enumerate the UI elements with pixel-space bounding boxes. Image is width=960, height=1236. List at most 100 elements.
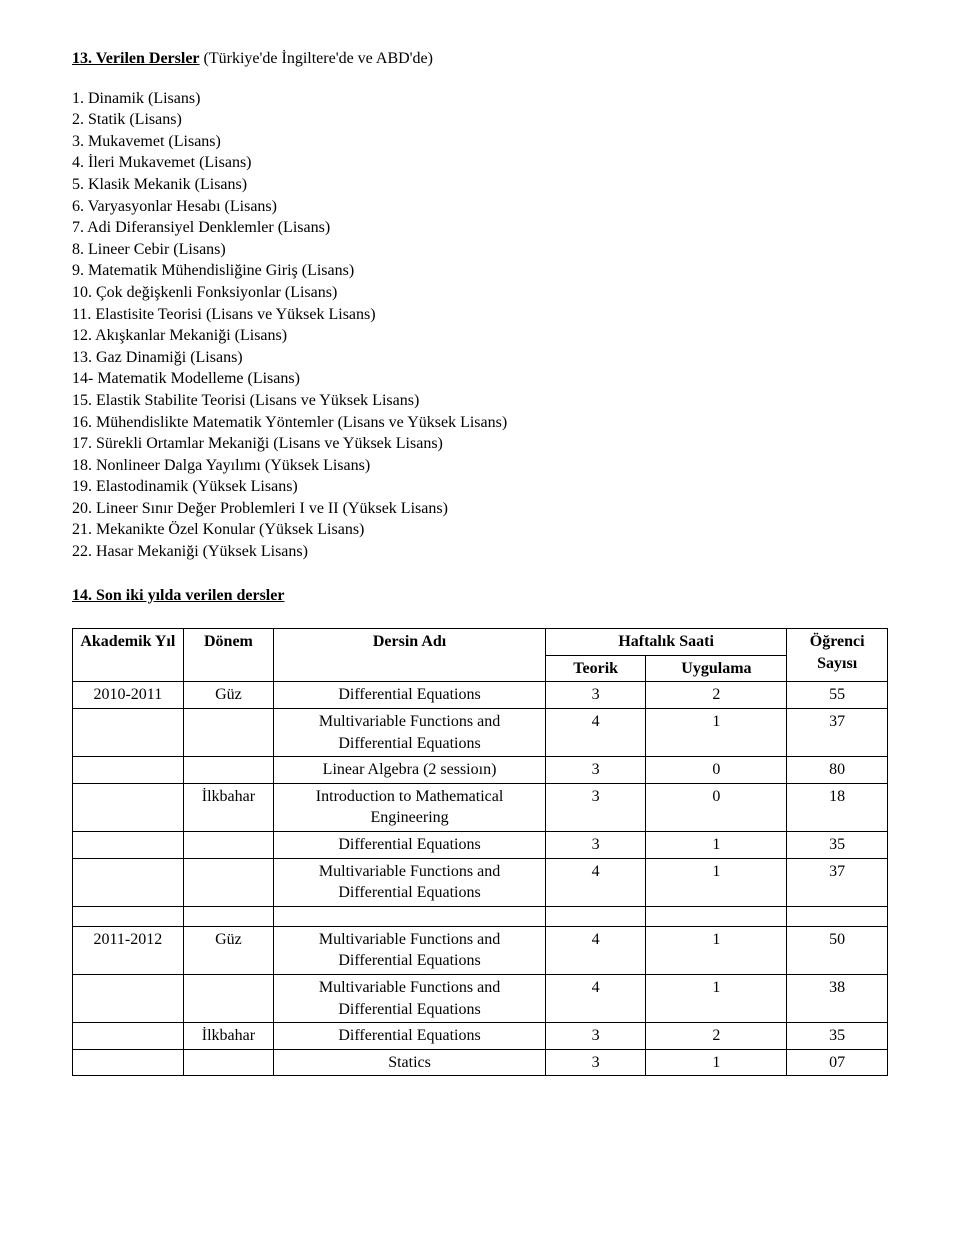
cell-yil: [73, 832, 184, 859]
cell-ders: Multivariable Functions and Differential…: [274, 709, 546, 757]
cell-ders: Multivariable Functions and Differential…: [274, 858, 546, 906]
cell-yil: [73, 709, 184, 757]
cell-teorik: 3: [545, 1023, 646, 1050]
list-item: 9. Matematik Mühendisliğine Giriş (Lisan…: [72, 260, 888, 282]
list-item: 16. Mühendislikte Matematik Yöntemler (L…: [72, 412, 888, 434]
list-item: 5. Klasik Mekanik (Lisans): [72, 174, 888, 196]
cell-uyg: 1: [646, 926, 787, 974]
cell-ogr: 07: [787, 1049, 888, 1076]
cell-yil: [73, 1049, 184, 1076]
table-row: Linear Algebra (2 sessioın) 3 0 80: [73, 757, 888, 784]
cell-donem: [183, 858, 274, 906]
cell-teorik: 3: [545, 783, 646, 831]
table-row: Multivariable Functions and Differential…: [73, 974, 888, 1022]
list-item: 11. Elastisite Teorisi (Lisans ve Yüksek…: [72, 304, 888, 326]
section-13-suffix: (Türkiye'de İngiltere'de ve ABD'de): [200, 50, 433, 67]
header-yil: Akademik Yıl: [73, 629, 184, 682]
cell-teorik: 4: [545, 858, 646, 906]
list-item: 4. İleri Mukavemet (Lisans): [72, 152, 888, 174]
cell-uyg: 1: [646, 858, 787, 906]
cell-yil: 2011-2012: [73, 926, 184, 974]
cell-yil: [73, 858, 184, 906]
cell-yil: [73, 783, 184, 831]
cell-ders: Differential Equations: [274, 682, 546, 709]
cell-ders: Statics: [274, 1049, 546, 1076]
list-item: 17. Sürekli Ortamlar Mekaniği (Lisans ve…: [72, 433, 888, 455]
cell-donem: Güz: [183, 926, 274, 974]
list-item: 10. Çok değişkenli Fonksiyonlar (Lisans): [72, 282, 888, 304]
cell-donem: Güz: [183, 682, 274, 709]
table-spacer-row: [73, 906, 888, 926]
cell-ogr: 37: [787, 858, 888, 906]
cell-ders: Introduction to Mathematical Engineering: [274, 783, 546, 831]
list-item: 6. Varyasyonlar Hesabı (Lisans): [72, 196, 888, 218]
cell-uyg: 1: [646, 1049, 787, 1076]
cell-ders: Differential Equations: [274, 832, 546, 859]
cell-teorik: 4: [545, 926, 646, 974]
table-row: İlkbahar Differential Equations 3 2 35: [73, 1023, 888, 1050]
list-item: 7. Adi Diferansiyel Denklemler (Lisans): [72, 217, 888, 239]
list-item: 13. Gaz Dinamiği (Lisans): [72, 347, 888, 369]
list-item: 3. Mukavemet (Lisans): [72, 131, 888, 153]
cell-donem: [183, 757, 274, 784]
cell-donem: [183, 974, 274, 1022]
cell-ogr: 35: [787, 1023, 888, 1050]
cell-ogr: 80: [787, 757, 888, 784]
cell-ogr: 35: [787, 832, 888, 859]
cell-ders: Multivariable Functions and Differential…: [274, 926, 546, 974]
cell-uyg: 1: [646, 709, 787, 757]
cell-ogr: 55: [787, 682, 888, 709]
table-row: Differential Equations 3 1 35: [73, 832, 888, 859]
list-item: 1. Dinamik (Lisans): [72, 88, 888, 110]
table-header-row-1: Akademik Yıl Dönem Dersin Adı Haftalık S…: [73, 629, 888, 656]
cell-teorik: 3: [545, 1049, 646, 1076]
list-item: 21. Mekanikte Özel Konular (Yüksek Lisan…: [72, 519, 888, 541]
list-item: 8. Lineer Cebir (Lisans): [72, 239, 888, 261]
table-row: 2010-2011 Güz Differential Equations 3 2…: [73, 682, 888, 709]
cell-yil: [73, 757, 184, 784]
cell-uyg: 2: [646, 1023, 787, 1050]
header-teorik: Teorik: [545, 655, 646, 682]
cell-donem: [183, 709, 274, 757]
cell-ders: Differential Equations: [274, 1023, 546, 1050]
list-item: 12. Akışkanlar Mekaniği (Lisans): [72, 325, 888, 347]
header-haftalik: Haftalık Saati: [545, 629, 786, 656]
course-list: 1. Dinamik (Lisans) 2. Statik (Lisans) 3…: [72, 88, 888, 563]
cell-teorik: 4: [545, 974, 646, 1022]
cell-donem: [183, 832, 274, 859]
list-item: 2. Statik (Lisans): [72, 109, 888, 131]
cell-uyg: 0: [646, 757, 787, 784]
table-row: Multivariable Functions and Differential…: [73, 858, 888, 906]
header-donem: Dönem: [183, 629, 274, 682]
cell-uyg: 1: [646, 974, 787, 1022]
section-13-title: 13. Verilen Dersler: [72, 50, 200, 67]
cell-uyg: 2: [646, 682, 787, 709]
cell-donem: [183, 1049, 274, 1076]
cell-teorik: 4: [545, 709, 646, 757]
cell-uyg: 0: [646, 783, 787, 831]
list-item: 20. Lineer Sınır Değer Problemleri I ve …: [72, 498, 888, 520]
cell-teorik: 3: [545, 757, 646, 784]
cell-ders: Multivariable Functions and Differential…: [274, 974, 546, 1022]
table-row: İlkbahar Introduction to Mathematical En…: [73, 783, 888, 831]
cell-uyg: 1: [646, 832, 787, 859]
list-item: 19. Elastodinamik (Yüksek Lisans): [72, 476, 888, 498]
cell-ogr: 50: [787, 926, 888, 974]
cell-yil: [73, 974, 184, 1022]
cell-ders: Linear Algebra (2 sessioın): [274, 757, 546, 784]
courses-table: Akademik Yıl Dönem Dersin Adı Haftalık S…: [72, 628, 888, 1076]
table-row: Statics 3 1 07: [73, 1049, 888, 1076]
table-row: 2011-2012 Güz Multivariable Functions an…: [73, 926, 888, 974]
header-ogrenci: Öğrenci Sayısı: [787, 629, 888, 682]
cell-ogr: 38: [787, 974, 888, 1022]
cell-teorik: 3: [545, 832, 646, 859]
header-uygulama: Uygulama: [646, 655, 787, 682]
section-14-title: 14. Son iki yılda verilen dersler: [72, 585, 888, 607]
cell-donem: İlkbahar: [183, 1023, 274, 1050]
table-row: Multivariable Functions and Differential…: [73, 709, 888, 757]
cell-ogr: 18: [787, 783, 888, 831]
cell-teorik: 3: [545, 682, 646, 709]
cell-ogr: 37: [787, 709, 888, 757]
cell-yil: [73, 1023, 184, 1050]
section-13-heading-line: 13. Verilen Dersler (Türkiye'de İngilter…: [72, 48, 888, 70]
